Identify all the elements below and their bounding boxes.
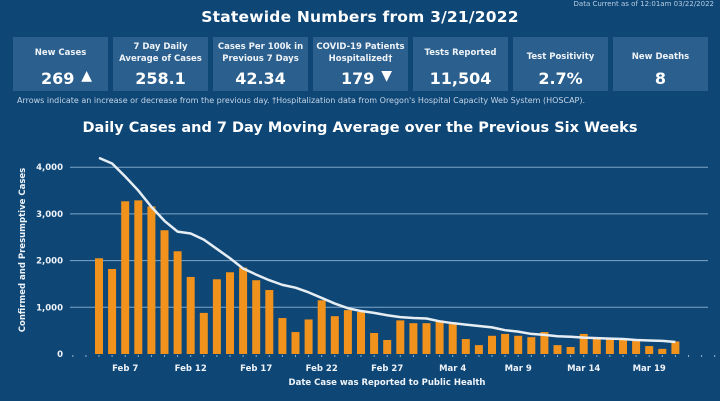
- bar: [147, 206, 156, 354]
- card-hospitalized: COVID-19 Patients Hospitalized† 179 ▼: [313, 37, 408, 91]
- x-tick-label: Feb 12: [175, 364, 207, 374]
- bar: [357, 311, 365, 354]
- summary-cards: New Cases 269 ▲ 7 Day Daily Average of C…: [13, 37, 708, 91]
- bar: [632, 339, 641, 354]
- bar: [658, 348, 667, 354]
- card-value: 258.1: [135, 69, 186, 88]
- card-value: 2.7%: [538, 69, 583, 88]
- y-axis-label: Confirmed and Presumptive Cases: [18, 168, 28, 332]
- bar: [671, 341, 680, 354]
- x-tick-label: Mar 9: [505, 364, 532, 374]
- bar: [343, 310, 352, 354]
- bar: [278, 318, 287, 354]
- x-tick-label: Feb 27: [371, 364, 403, 374]
- bar: [134, 200, 143, 354]
- bar: [488, 335, 496, 354]
- bar: [252, 280, 261, 354]
- bar: [108, 269, 117, 354]
- data-current-timestamp: Data Current as of 12:01am 03/22/2022: [573, 0, 714, 8]
- x-tick-label: Mar 4: [439, 364, 466, 374]
- bar: [474, 345, 483, 354]
- bar: [199, 312, 208, 354]
- card-label: Tests Reported: [424, 48, 497, 58]
- bar: [435, 320, 444, 354]
- card-label: Test Positivity: [526, 52, 595, 62]
- card-value: 11,504: [429, 69, 492, 88]
- footnote: Arrows indicate an increase or decrease …: [17, 96, 586, 105]
- down-triangle-icon: ▼: [381, 68, 392, 84]
- x-tick-label: Feb 22: [306, 364, 338, 374]
- y-tick-label: 0: [57, 350, 63, 360]
- bar: [592, 338, 601, 354]
- x-axis-ticks: Feb 7 Feb 12 Feb 17 Feb 22 Feb 27 Mar 4 Mar 9 M…: [72, 355, 716, 374]
- card-value: 8: [654, 69, 667, 88]
- bar: [317, 300, 326, 354]
- bars: [95, 200, 680, 354]
- card-label: New Cases: [34, 48, 87, 58]
- bar: [212, 279, 221, 354]
- y-tick-label: 1,000: [36, 303, 63, 313]
- bar: [239, 267, 248, 354]
- up-triangle-icon: ▲: [81, 68, 92, 84]
- card-label: COVID-19 Patients Hospitalized†: [316, 42, 405, 64]
- bar: [553, 345, 562, 354]
- y-tick-label: 2,000: [36, 257, 63, 267]
- x-tick-label: Feb 17: [240, 364, 272, 374]
- bar: [226, 272, 234, 354]
- card-7-day-average: 7 Day Daily Average of Cases 258.1: [113, 37, 208, 91]
- bar: [527, 337, 536, 354]
- card-tests-reported: Tests Reported 11,504: [413, 37, 508, 91]
- card-cases-per-100k: Cases Per 100k in Previous 7 Days 42.34: [213, 37, 308, 91]
- x-tick-label: Mar 19: [633, 364, 666, 374]
- x-tick-label: Feb 7: [112, 364, 138, 374]
- bar: [501, 333, 510, 354]
- x-axis-label: Date Case was Reported to Public Health: [289, 378, 486, 388]
- bar: [540, 332, 549, 354]
- bar: [304, 319, 313, 354]
- bar: [173, 251, 182, 354]
- bar: [121, 201, 130, 354]
- bar: [566, 346, 575, 354]
- y-tick-label: 4,000: [36, 163, 63, 173]
- bar: [265, 290, 274, 354]
- x-tick-label: Mar 14: [567, 364, 600, 374]
- y-axis-ticks: 0 1,000 2,000 3,000 4,000: [36, 163, 63, 360]
- card-value: 269: [41, 69, 75, 88]
- card-new-cases: New Cases 269 ▲: [13, 37, 108, 91]
- bar: [448, 324, 457, 354]
- bar: [370, 332, 379, 354]
- bar: [619, 339, 627, 354]
- moving-average-line: [98, 156, 676, 344]
- bar: [160, 230, 169, 354]
- bar: [605, 338, 614, 354]
- bar: [645, 346, 654, 354]
- bar: [409, 323, 418, 354]
- card-test-positivity: Test Positivity 2.7%: [513, 37, 608, 91]
- bar: [514, 335, 523, 354]
- bar: [95, 258, 103, 354]
- card-value: 179: [341, 69, 375, 88]
- bar: [330, 316, 339, 354]
- card-label: New Deaths: [631, 52, 690, 62]
- page-title: Statewide Numbers from 3/21/2022: [201, 8, 519, 26]
- bar: [579, 333, 588, 354]
- bar: [383, 339, 392, 354]
- card-new-deaths: New Deaths 8: [613, 37, 708, 91]
- bar: [396, 320, 405, 354]
- chart-title: Daily Cases and 7 Day Moving Average ove…: [82, 120, 638, 136]
- card-label: Cases Per 100k in Previous 7 Days: [217, 42, 304, 64]
- bar: [422, 323, 431, 354]
- bar: [461, 339, 470, 354]
- y-tick-label: 3,000: [36, 210, 63, 220]
- card-value: 42.34: [235, 69, 286, 88]
- bar: [291, 332, 300, 354]
- bar: [186, 276, 195, 354]
- moving-average-line-group: [98, 156, 676, 344]
- card-label: 7 Day Daily Average of Cases: [119, 42, 202, 64]
